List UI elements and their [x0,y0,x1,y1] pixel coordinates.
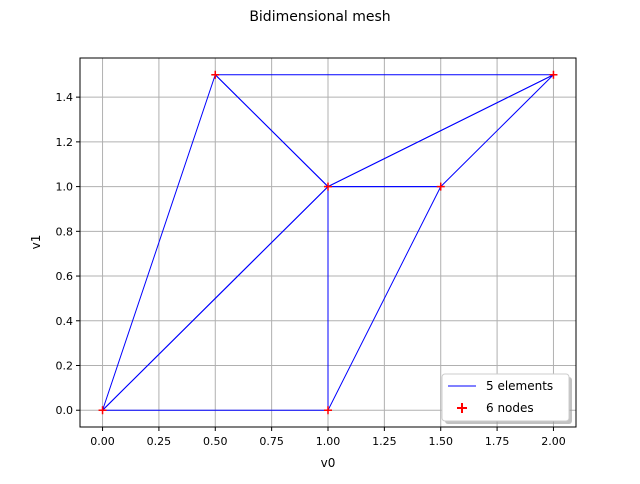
y-axis-ticks: 0.0 0.2 0.4 0.6 0.8 1.0 1.2 1.4 [56,91,80,417]
mesh-node-marker [436,182,445,191]
y-tick-label: 1.2 [56,136,74,149]
legend-label-elements: 5 elements [486,379,553,393]
legend-plus-marker [457,403,467,413]
x-tick-label: 0.25 [147,435,172,448]
mesh-node-marker [98,406,107,415]
y-axis-label: v1 [29,235,43,250]
x-tick-label: 1.75 [485,435,510,448]
x-axis-label: v0 [321,456,336,470]
x-tick-label: 0.75 [259,435,284,448]
x-tick-label: 0.00 [90,435,115,448]
y-tick-label: 0.6 [56,270,74,283]
legend-label-nodes: 6 nodes [486,401,534,415]
y-tick-label: 0.2 [56,360,74,373]
x-tick-label: 2.00 [541,435,566,448]
y-tick-label: 0.0 [56,404,74,417]
x-tick-label: 0.50 [203,435,228,448]
chart-title: Bidimensional mesh [249,9,390,25]
mesh-element [327,74,554,188]
mesh-node-marker [324,406,332,415]
node-layer [98,70,558,415]
x-axis-ticks: 0.00 0.25 0.50 0.75 1.00 1.25 1.50 1.75 2.00 [90,427,566,448]
edge-layer [102,74,554,411]
mesh-node-marker [211,70,220,79]
x-tick-label: 1.25 [372,435,397,448]
legend: 5 elements 6 nodes [441,373,572,424]
y-tick-label: 0.8 [56,225,74,238]
y-tick-label: 0.4 [56,315,74,328]
mesh-node-marker [549,70,558,79]
y-tick-label: 1.4 [56,91,74,104]
y-tick-label: 1.0 [56,181,74,194]
x-tick-label: 1.00 [316,435,341,448]
x-tick-label: 1.50 [428,435,453,448]
mesh-node-marker [324,182,332,191]
